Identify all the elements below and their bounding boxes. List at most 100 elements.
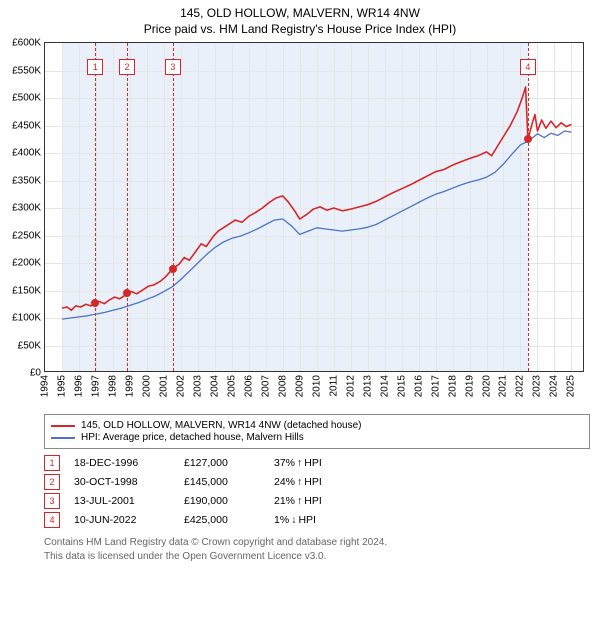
transaction-price: £190,000 — [184, 495, 274, 507]
legend-swatch — [51, 425, 75, 427]
x-tick-label: 2007 — [260, 375, 271, 397]
transaction-marker: 2 — [44, 474, 60, 490]
y-tick-label: £350K — [12, 175, 41, 186]
transaction-vs: HPI — [304, 476, 322, 488]
x-tick-label: 2015 — [396, 375, 407, 397]
x-tick-label: 1996 — [73, 375, 84, 397]
legend-label: 145, OLD HOLLOW, MALVERN, WR14 4NW (deta… — [81, 420, 361, 431]
legend-item: HPI: Average price, detached house, Malv… — [51, 432, 583, 443]
x-tick-label: 2023 — [532, 375, 543, 397]
x-tick-label: 2002 — [175, 375, 186, 397]
x-tick-label: 2009 — [294, 375, 305, 397]
event-line — [95, 43, 96, 371]
event-line — [528, 43, 529, 371]
x-tick-label: 1995 — [56, 375, 67, 397]
credits-line: This data is licensed under the Open Gov… — [44, 550, 590, 564]
x-tick-label: 2003 — [192, 375, 203, 397]
transaction-vs: HPI — [298, 514, 316, 526]
transaction-row: 3 13-JUL-2001£190,00021%↑HPI — [44, 493, 590, 509]
transaction-row: 4 10-JUN-2022£425,0001%↓HPI — [44, 512, 590, 528]
y-tick-label: £50K — [18, 340, 41, 351]
credits: Contains HM Land Registry data © Crown c… — [44, 536, 590, 563]
x-tick-label: 2024 — [549, 375, 560, 397]
x-tick-label: 1994 — [40, 375, 51, 397]
y-tick-label: £200K — [12, 258, 41, 269]
transaction-pct: 24% — [274, 476, 295, 488]
x-tick-label: 2020 — [481, 375, 492, 397]
x-tick-label: 1997 — [90, 375, 101, 397]
price-chart: £0£50K£100K£150K£200K£250K£300K£350K£400… — [44, 42, 590, 406]
event-dot — [169, 265, 177, 273]
y-tick-label: £100K — [12, 313, 41, 324]
event-line — [173, 43, 174, 371]
x-tick-label: 2018 — [447, 375, 458, 397]
arrow-down-icon: ↓ — [291, 514, 296, 526]
x-tick-label: 2004 — [209, 375, 220, 397]
event-marker: 1 — [87, 59, 103, 75]
event-marker: 4 — [520, 59, 536, 75]
transaction-vs: HPI — [304, 495, 322, 507]
y-tick-label: £150K — [12, 285, 41, 296]
x-tick-label: 2017 — [430, 375, 441, 397]
y-tick-label: £250K — [12, 230, 41, 241]
transaction-marker: 1 — [44, 455, 60, 471]
transaction-pct: 37% — [274, 457, 295, 469]
credits-line: Contains HM Land Registry data © Crown c… — [44, 536, 590, 550]
y-tick-label: £300K — [12, 203, 41, 214]
event-dot — [524, 135, 532, 143]
transaction-date: 30-OCT-1998 — [74, 476, 184, 488]
y-tick-label: £400K — [12, 148, 41, 159]
y-tick-label: £600K — [12, 38, 41, 49]
transaction-date: 18-DEC-1996 — [74, 457, 184, 469]
x-tick-label: 2001 — [158, 375, 169, 397]
x-tick-label: 2016 — [413, 375, 424, 397]
transaction-marker: 3 — [44, 493, 60, 509]
arrow-up-icon: ↑ — [297, 457, 302, 469]
x-tick-label: 2025 — [566, 375, 577, 397]
x-tick-label: 2012 — [345, 375, 356, 397]
event-marker: 3 — [165, 59, 181, 75]
transaction-vs: HPI — [304, 457, 322, 469]
title-subtitle: Price paid vs. HM Land Registry's House … — [0, 22, 600, 36]
transaction-marker: 4 — [44, 512, 60, 528]
x-tick-label: 2006 — [243, 375, 254, 397]
legend-swatch — [51, 437, 75, 439]
event-marker: 2 — [119, 59, 135, 75]
x-tick-label: 2008 — [277, 375, 288, 397]
arrow-up-icon: ↑ — [297, 476, 302, 488]
transaction-date: 13-JUL-2001 — [74, 495, 184, 507]
x-tick-label: 2005 — [226, 375, 237, 397]
legend-label: HPI: Average price, detached house, Malv… — [81, 432, 304, 443]
transaction-pct: 1% — [274, 514, 289, 526]
y-tick-label: £500K — [12, 93, 41, 104]
transaction-price: £425,000 — [184, 514, 274, 526]
event-dot — [123, 289, 131, 297]
transaction-pct: 21% — [274, 495, 295, 507]
transaction-date: 10-JUN-2022 — [74, 514, 184, 526]
y-tick-label: £450K — [12, 120, 41, 131]
transaction-row: 1 18-DEC-1996£127,00037%↑HPI — [44, 455, 590, 471]
transactions-table: 118-DEC-1996£127,00037%↑HPI230-OCT-1998£… — [44, 455, 590, 528]
x-tick-label: 1998 — [107, 375, 118, 397]
x-tick-label: 2000 — [141, 375, 152, 397]
x-tick-label: 2019 — [464, 375, 475, 397]
x-tick-label: 2014 — [379, 375, 390, 397]
transaction-row: 2 30-OCT-1998£145,00024%↑HPI — [44, 474, 590, 490]
series-address — [62, 87, 571, 310]
legend-item: 145, OLD HOLLOW, MALVERN, WR14 4NW (deta… — [51, 420, 583, 431]
title-address: 145, OLD HOLLOW, MALVERN, WR14 4NW — [0, 6, 600, 20]
y-tick-label: £550K — [12, 65, 41, 76]
arrow-up-icon: ↑ — [297, 495, 302, 507]
transaction-price: £145,000 — [184, 476, 274, 488]
event-line — [127, 43, 128, 371]
x-tick-label: 2013 — [362, 375, 373, 397]
x-tick-label: 2010 — [311, 375, 322, 397]
legend: 145, OLD HOLLOW, MALVERN, WR14 4NW (deta… — [44, 414, 590, 449]
transaction-price: £127,000 — [184, 457, 274, 469]
x-tick-label: 2022 — [515, 375, 526, 397]
x-tick-label: 2011 — [328, 375, 339, 397]
event-dot — [91, 299, 99, 307]
series-hpi — [62, 131, 571, 319]
x-tick-label: 1999 — [124, 375, 135, 397]
series-svg — [45, 43, 585, 373]
